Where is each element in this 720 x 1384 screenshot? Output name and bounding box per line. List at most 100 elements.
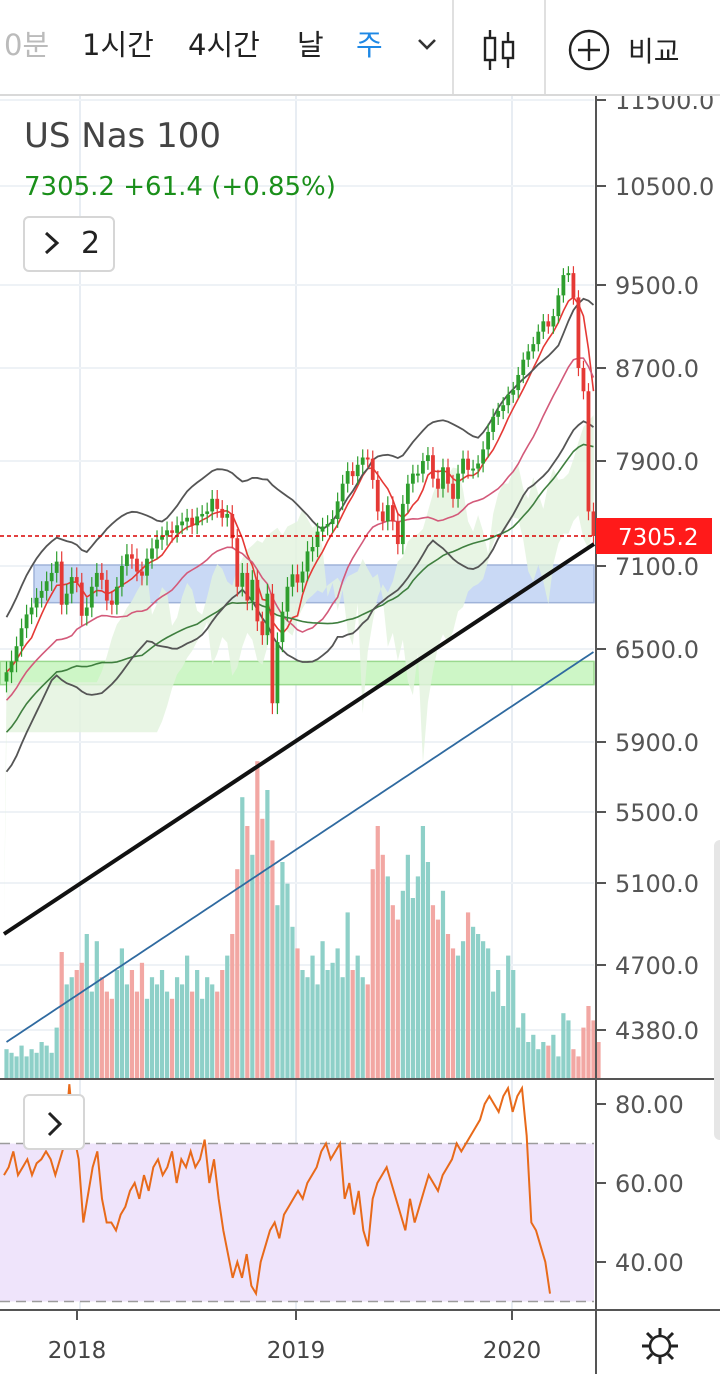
volume-bar <box>275 905 280 1078</box>
bollinger-lower-line <box>5 420 595 773</box>
candle-body <box>44 581 49 591</box>
candle-body <box>119 566 124 587</box>
volume-bar <box>89 991 94 1078</box>
candle-body <box>185 517 190 522</box>
candle-body <box>9 661 14 673</box>
volume-bar <box>375 826 380 1078</box>
scroll-handle[interactable] <box>714 840 720 1140</box>
volume-bar <box>79 962 84 1078</box>
volume-bar <box>546 1045 551 1078</box>
volume-bar <box>425 862 431 1078</box>
candle-body <box>4 672 9 682</box>
gear-icon[interactable] <box>640 1326 680 1366</box>
volume-bar <box>521 1013 526 1078</box>
price-tick-label: 6500.0 <box>615 636 699 664</box>
timeframe-4h[interactable]: 4시간 <box>188 28 260 62</box>
volume-bar <box>355 955 360 1078</box>
timeframe-1h[interactable]: 1시간 <box>82 28 154 62</box>
candle-body <box>516 374 521 391</box>
volume-bar <box>380 854 385 1078</box>
price-tick-label: 10500.0 <box>615 173 714 201</box>
candlestick-icon[interactable] <box>478 28 522 72</box>
candle-body <box>340 483 345 502</box>
volume-bar <box>591 1020 596 1078</box>
volume-bar <box>84 934 89 1078</box>
indicators-toggle-button[interactable]: 2 <box>23 216 115 272</box>
candle-body <box>270 593 275 704</box>
volume-bar <box>511 970 516 1078</box>
plus-circle-icon[interactable] <box>567 28 611 72</box>
timeframe-week[interactable]: 주 <box>356 28 383 62</box>
price-tick-label: 7900.0 <box>615 448 699 476</box>
candle-body <box>325 524 330 527</box>
time-tick-label: 2020 <box>483 1338 542 1364</box>
volume-bar <box>235 869 240 1078</box>
rsi-line <box>3 1084 551 1297</box>
chevron-right-icon <box>44 231 60 255</box>
candle-body <box>94 572 99 587</box>
volume-bar <box>370 869 375 1078</box>
compare-button[interactable]: 비교 <box>628 35 680 68</box>
candle-body <box>561 275 566 296</box>
volume-bar <box>24 1056 29 1078</box>
volume-bar <box>240 797 245 1078</box>
candle-body <box>566 273 571 276</box>
candle-body <box>370 458 375 480</box>
candle-body <box>250 579 255 601</box>
candle-body <box>215 498 220 509</box>
candle-body <box>99 572 104 580</box>
volume-bar <box>541 1042 546 1078</box>
candle-body <box>125 554 129 566</box>
candle-body <box>355 464 360 477</box>
candle-body <box>155 539 159 549</box>
candle-body <box>150 548 154 559</box>
candle-body <box>74 577 79 583</box>
volume-bar <box>74 970 79 1078</box>
candles <box>4 266 596 715</box>
candle-body <box>410 473 415 484</box>
price-chart[interactable]: 11500.0 10500.0 9500.0 8700.0 7900.0 7100.0 65… <box>0 96 720 1384</box>
volume-bar <box>350 970 355 1078</box>
volume-bar <box>159 970 165 1078</box>
volume-bar <box>215 991 220 1078</box>
volume-bar <box>44 1045 49 1078</box>
volume-bars <box>4 761 601 1078</box>
volume-bar <box>300 970 305 1078</box>
candle-body <box>491 416 496 432</box>
candle-body <box>285 586 290 612</box>
support-zone-green <box>0 660 595 686</box>
candle-body <box>335 501 340 520</box>
volume-bar <box>210 984 215 1078</box>
volume-bar <box>169 998 175 1078</box>
bollinger-upper-line <box>5 297 595 618</box>
price-tick-label: 9500.0 <box>615 272 699 300</box>
timeframe-day[interactable]: 날 <box>297 28 324 62</box>
volume-bar <box>124 984 130 1078</box>
volume-bar <box>551 1034 556 1078</box>
candle-body <box>130 554 134 559</box>
indicators-count: 2 <box>81 226 101 261</box>
candle-body <box>300 571 305 583</box>
candle-body <box>476 463 481 469</box>
volume-bar <box>561 1013 566 1078</box>
volume-bar <box>225 955 230 1078</box>
chevron-down-icon[interactable] <box>413 30 441 58</box>
candle-body <box>330 519 335 525</box>
volume-bar <box>109 998 114 1078</box>
candle-body <box>200 513 205 517</box>
candle-body <box>531 344 536 352</box>
volume-bar <box>205 977 210 1078</box>
volume-bar <box>305 977 310 1078</box>
timeframe-10min[interactable]: 0분 <box>4 28 50 62</box>
candle-body <box>315 531 320 547</box>
rsi-tick-label: 40.00 <box>615 1249 684 1277</box>
volume-bar <box>49 1052 54 1078</box>
volume-bar <box>455 955 461 1078</box>
chevron-right-icon <box>47 1111 63 1137</box>
rsi-toggle-button[interactable] <box>23 1094 85 1150</box>
trendline[interactable] <box>0 535 596 936</box>
candle-body <box>421 461 425 474</box>
candle-body <box>34 597 39 608</box>
volume-bar <box>440 890 446 1078</box>
candle-body <box>481 449 486 464</box>
